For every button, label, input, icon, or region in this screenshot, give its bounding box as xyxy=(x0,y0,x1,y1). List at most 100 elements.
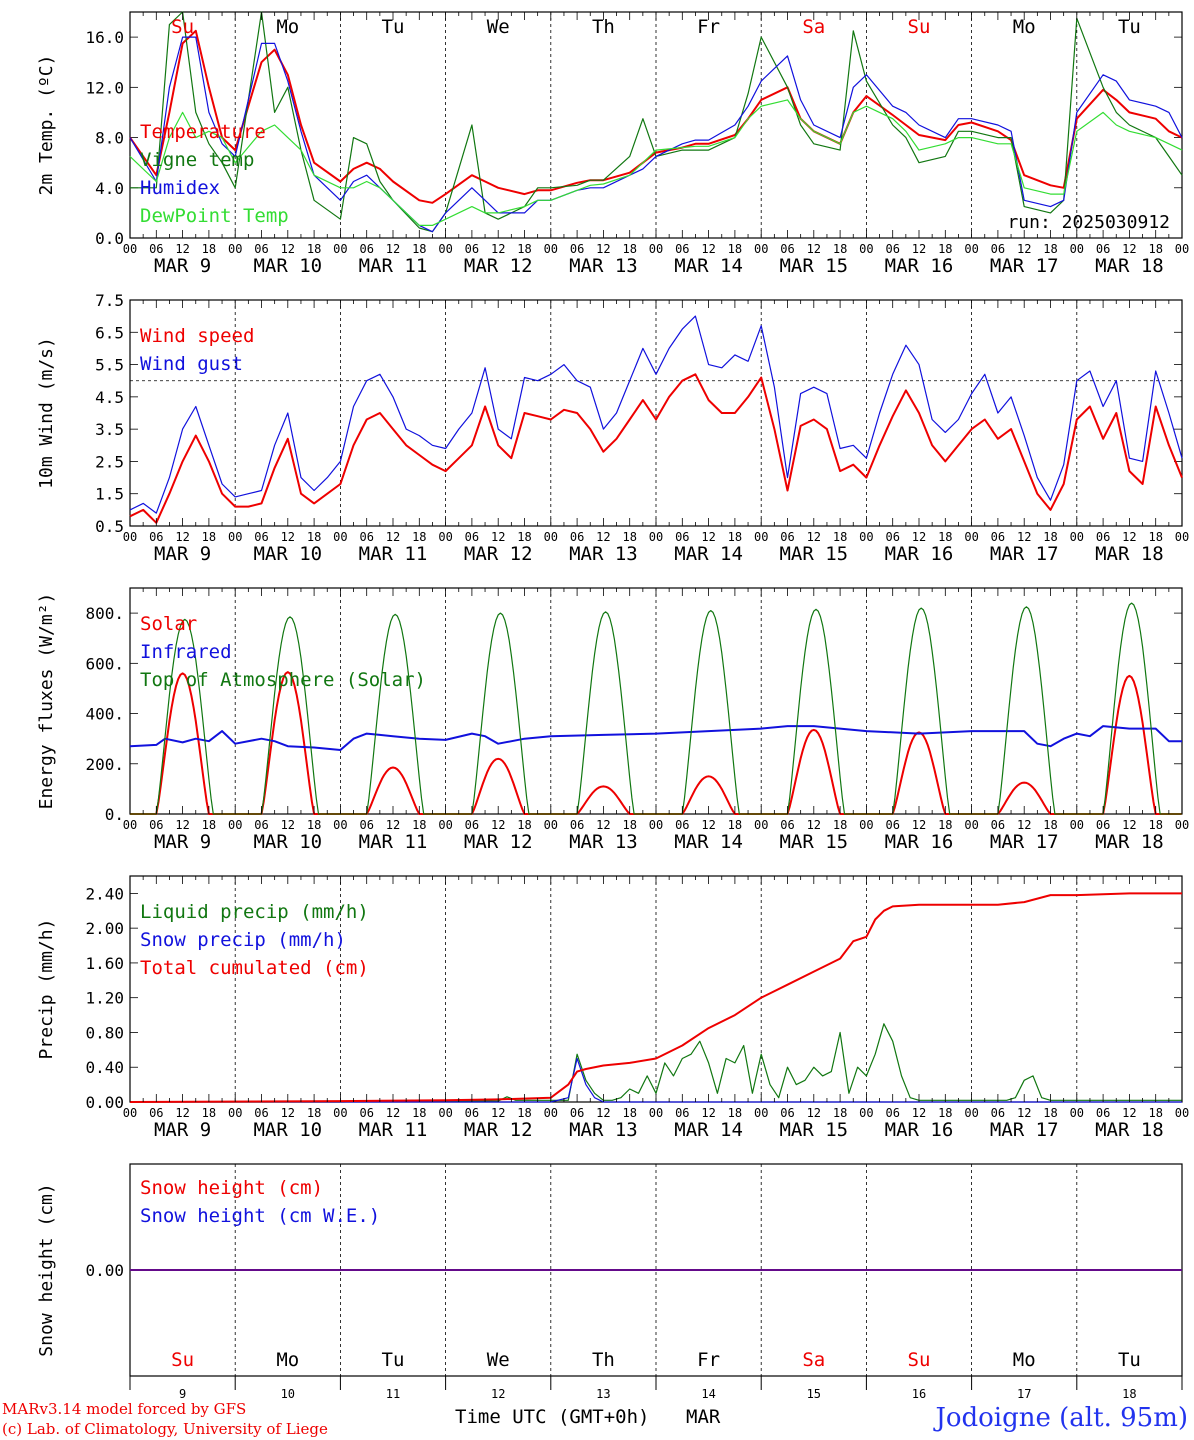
hour-tick-label: 06 xyxy=(1096,242,1110,256)
legend-entry: DewPoint Temp xyxy=(140,205,289,227)
day-date-label: MAR 11 xyxy=(359,1119,428,1141)
x-axis-month: MAR xyxy=(686,1406,721,1428)
day-of-week-label: Th xyxy=(592,1349,615,1371)
hour-tick-label: 12 xyxy=(1017,530,1031,544)
y-tick-label: 0. xyxy=(105,805,124,824)
hour-tick-label: 12 xyxy=(912,530,926,544)
hour-tick-label: 00 xyxy=(964,1106,978,1120)
day-of-week-label: Mo xyxy=(1013,1349,1036,1371)
y-tick-label: 0.00 xyxy=(85,1093,124,1112)
y-tick-label: 0.40 xyxy=(85,1058,124,1077)
y-tick-label: 0.0 xyxy=(95,229,124,248)
hour-tick-label: 06 xyxy=(465,242,479,256)
y-tick-label: 200. xyxy=(85,755,124,774)
hour-tick-label: 06 xyxy=(570,1106,584,1120)
hour-tick-label: 06 xyxy=(570,242,584,256)
y-tick-label: 8.0 xyxy=(95,129,124,148)
y-tick-label: 1.60 xyxy=(85,954,124,973)
hour-tick-label: 18 xyxy=(938,818,952,832)
y-axis-label: 2m Temp. (ºC) xyxy=(36,55,57,196)
hour-tick-label: 18 xyxy=(1148,1106,1162,1120)
hour-tick-label: 12 xyxy=(912,242,926,256)
y-tick-label: 4.0 xyxy=(95,179,124,198)
run-annotation: run: 2025030912 xyxy=(1007,212,1170,233)
hour-tick-label: 12 xyxy=(1017,818,1031,832)
hour-tick-label: 06 xyxy=(780,1106,794,1120)
hour-tick-label: 06 xyxy=(149,530,163,544)
hour-tick-label: 18 xyxy=(202,530,216,544)
hour-tick-label: 00 xyxy=(649,242,663,256)
hour-tick-label: 18 xyxy=(307,1106,321,1120)
hour-tick-label: 00 xyxy=(964,818,978,832)
day-date-label: MAR 10 xyxy=(253,1119,322,1141)
hour-tick-label: 18 xyxy=(833,1106,847,1120)
hour-tick-label: 00 xyxy=(438,530,452,544)
hour-tick-label: 00 xyxy=(544,1106,558,1120)
y-tick-label: 3.5 xyxy=(95,420,124,439)
day-of-week-label: Mo xyxy=(276,1349,299,1371)
day-of-week-label: Mo xyxy=(276,16,299,38)
day-date-label: MAR 10 xyxy=(253,831,322,853)
hour-tick-label: 00 xyxy=(544,818,558,832)
legend-entry: Liquid precip (mm/h) xyxy=(140,901,369,923)
hour-tick-label: 18 xyxy=(412,1106,426,1120)
series-line-infrared xyxy=(129,725,1182,751)
hour-tick-label: 06 xyxy=(991,818,1005,832)
location-label: Jodoigne (alt. 95m) xyxy=(932,1403,1188,1433)
series-line-vigne-temp xyxy=(130,11,1183,233)
hour-tick-label: 18 xyxy=(938,530,952,544)
hour-tick-label: 18 xyxy=(412,818,426,832)
x-axis-label: Time UTC (GMT+0h) xyxy=(455,1406,649,1428)
hour-tick-label: 18 xyxy=(202,1106,216,1120)
hour-tick-label: 06 xyxy=(359,242,373,256)
day-of-week-label: We xyxy=(487,16,510,38)
y-tick-label: 800. xyxy=(85,604,124,623)
hour-tick-label: 06 xyxy=(991,242,1005,256)
hour-tick-label: 00 xyxy=(544,242,558,256)
hour-tick-label: 12 xyxy=(596,818,610,832)
day-date-label: MAR 18 xyxy=(1095,831,1164,853)
day-date-label: MAR 10 xyxy=(253,543,322,565)
hour-tick-label: 06 xyxy=(885,242,899,256)
day-date-label: MAR 12 xyxy=(464,255,533,277)
hour-tick-label: 06 xyxy=(254,1106,268,1120)
hour-tick-label: 12 xyxy=(281,818,295,832)
hour-tick-label: 18 xyxy=(517,1106,531,1120)
day-date-label: MAR 15 xyxy=(779,1119,848,1141)
hour-tick-label: 12 xyxy=(1017,1106,1031,1120)
hour-tick-label: 00 xyxy=(754,1106,768,1120)
hour-tick-label: 12 xyxy=(281,1106,295,1120)
hour-tick-label: 00 xyxy=(438,1106,452,1120)
day-date-label: MAR 13 xyxy=(569,1119,638,1141)
day-number-label: 16 xyxy=(912,1387,926,1401)
hour-tick-label: 12 xyxy=(386,530,400,544)
hour-tick-label: 06 xyxy=(149,242,163,256)
hour-tick-label: 12 xyxy=(807,530,821,544)
day-of-week-label: Tu xyxy=(1118,16,1141,38)
hour-tick-label: 12 xyxy=(701,1106,715,1120)
legend-entry: Snow height (cm W.E.) xyxy=(140,1205,380,1227)
hour-tick-label: 06 xyxy=(780,818,794,832)
hour-tick-label: 00 xyxy=(333,530,347,544)
hour-tick-label: 12 xyxy=(386,818,400,832)
model-credit: MARv3.14 model forced by GFS xyxy=(2,1400,246,1418)
y-tick-label: 2.00 xyxy=(85,919,124,938)
hour-tick-label: 18 xyxy=(622,242,636,256)
hour-tick-label: 00 xyxy=(228,1106,242,1120)
series-line-snow-precip-mm-h- xyxy=(130,1057,1182,1103)
hour-tick-label: 12 xyxy=(1122,530,1136,544)
legend-entry: Snow precip (mm/h) xyxy=(140,929,346,951)
hour-tick-label: 06 xyxy=(465,818,479,832)
day-number-label: 17 xyxy=(1017,1387,1031,1401)
hour-tick-label: 18 xyxy=(622,530,636,544)
hour-tick-label: 18 xyxy=(202,818,216,832)
day-date-label: MAR 16 xyxy=(885,543,954,565)
hour-tick-label: 18 xyxy=(202,242,216,256)
hour-tick-label: 00 xyxy=(964,530,978,544)
hour-tick-label: 18 xyxy=(517,818,531,832)
hour-tick-label: 00 xyxy=(649,530,663,544)
series-line-total-cumulated-cm- xyxy=(129,892,1182,1103)
legend-entry: Vigne temp xyxy=(140,149,254,171)
day-of-week-label: Su xyxy=(908,1349,931,1371)
